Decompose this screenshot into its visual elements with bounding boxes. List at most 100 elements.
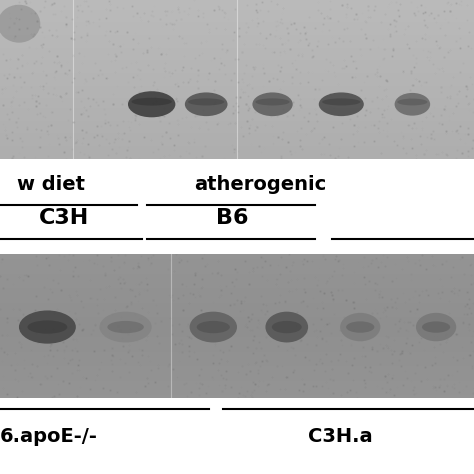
- FancyBboxPatch shape: [0, 118, 474, 121]
- FancyBboxPatch shape: [0, 64, 474, 67]
- Ellipse shape: [346, 321, 374, 333]
- FancyBboxPatch shape: [0, 392, 474, 395]
- FancyBboxPatch shape: [0, 358, 474, 361]
- Ellipse shape: [197, 321, 230, 333]
- Text: atherogenic: atherogenic: [194, 175, 327, 194]
- FancyBboxPatch shape: [0, 280, 474, 283]
- Text: C3H: C3H: [39, 208, 89, 228]
- Text: w diet: w diet: [17, 175, 84, 194]
- Ellipse shape: [422, 321, 450, 333]
- FancyBboxPatch shape: [0, 127, 474, 130]
- FancyBboxPatch shape: [0, 262, 474, 265]
- FancyBboxPatch shape: [0, 99, 474, 101]
- Ellipse shape: [190, 312, 237, 342]
- FancyBboxPatch shape: [0, 265, 474, 268]
- FancyBboxPatch shape: [0, 70, 474, 73]
- FancyBboxPatch shape: [0, 35, 474, 38]
- FancyBboxPatch shape: [0, 343, 474, 346]
- FancyBboxPatch shape: [0, 303, 474, 306]
- FancyBboxPatch shape: [0, 297, 474, 300]
- Ellipse shape: [340, 313, 380, 341]
- FancyBboxPatch shape: [0, 108, 474, 111]
- FancyBboxPatch shape: [0, 51, 474, 54]
- FancyBboxPatch shape: [0, 26, 474, 28]
- FancyBboxPatch shape: [0, 259, 474, 262]
- FancyBboxPatch shape: [0, 95, 474, 99]
- Ellipse shape: [100, 312, 152, 342]
- FancyBboxPatch shape: [0, 149, 474, 153]
- FancyBboxPatch shape: [0, 271, 474, 274]
- FancyBboxPatch shape: [0, 340, 474, 343]
- Ellipse shape: [397, 99, 428, 105]
- FancyBboxPatch shape: [0, 326, 474, 329]
- FancyBboxPatch shape: [0, 300, 474, 303]
- FancyBboxPatch shape: [0, 329, 474, 332]
- Ellipse shape: [128, 91, 175, 118]
- FancyBboxPatch shape: [0, 82, 474, 86]
- FancyBboxPatch shape: [0, 28, 474, 32]
- FancyBboxPatch shape: [0, 361, 474, 364]
- FancyBboxPatch shape: [0, 332, 474, 335]
- FancyBboxPatch shape: [0, 369, 474, 372]
- FancyBboxPatch shape: [0, 349, 474, 352]
- Ellipse shape: [319, 92, 364, 116]
- FancyBboxPatch shape: [0, 311, 474, 314]
- FancyBboxPatch shape: [0, 306, 474, 309]
- Ellipse shape: [188, 99, 224, 106]
- FancyBboxPatch shape: [0, 337, 474, 340]
- FancyBboxPatch shape: [0, 41, 474, 45]
- FancyBboxPatch shape: [0, 320, 474, 323]
- FancyBboxPatch shape: [0, 133, 474, 137]
- FancyBboxPatch shape: [0, 288, 474, 291]
- FancyBboxPatch shape: [0, 346, 474, 349]
- FancyBboxPatch shape: [0, 254, 474, 256]
- Text: C3H.a: C3H.a: [308, 427, 373, 446]
- FancyBboxPatch shape: [0, 79, 474, 82]
- FancyBboxPatch shape: [0, 45, 474, 48]
- Ellipse shape: [27, 320, 67, 334]
- FancyBboxPatch shape: [0, 60, 474, 64]
- Ellipse shape: [252, 92, 292, 116]
- FancyBboxPatch shape: [0, 364, 474, 366]
- FancyBboxPatch shape: [0, 395, 474, 398]
- FancyBboxPatch shape: [0, 366, 474, 369]
- Ellipse shape: [272, 321, 301, 333]
- FancyBboxPatch shape: [0, 277, 474, 280]
- Text: B6: B6: [216, 208, 248, 228]
- FancyBboxPatch shape: [0, 89, 474, 92]
- FancyBboxPatch shape: [0, 105, 474, 108]
- Text: 6.apoE-/-: 6.apoE-/-: [0, 427, 98, 446]
- FancyBboxPatch shape: [0, 398, 474, 474]
- FancyBboxPatch shape: [0, 294, 474, 297]
- FancyBboxPatch shape: [0, 352, 474, 355]
- FancyBboxPatch shape: [0, 153, 474, 155]
- Ellipse shape: [19, 310, 76, 344]
- FancyBboxPatch shape: [0, 3, 474, 6]
- FancyBboxPatch shape: [0, 6, 474, 9]
- FancyBboxPatch shape: [0, 130, 474, 133]
- FancyBboxPatch shape: [0, 9, 474, 13]
- FancyBboxPatch shape: [0, 291, 474, 294]
- Ellipse shape: [131, 98, 172, 106]
- FancyBboxPatch shape: [0, 378, 474, 381]
- FancyBboxPatch shape: [0, 381, 474, 384]
- FancyBboxPatch shape: [0, 101, 474, 105]
- FancyBboxPatch shape: [0, 16, 474, 19]
- FancyBboxPatch shape: [0, 159, 474, 254]
- FancyBboxPatch shape: [0, 283, 474, 285]
- FancyBboxPatch shape: [0, 146, 474, 149]
- FancyBboxPatch shape: [0, 372, 474, 375]
- FancyBboxPatch shape: [0, 0, 474, 3]
- FancyBboxPatch shape: [0, 285, 474, 288]
- FancyBboxPatch shape: [0, 19, 474, 22]
- Ellipse shape: [416, 313, 456, 341]
- FancyBboxPatch shape: [0, 317, 474, 320]
- FancyBboxPatch shape: [0, 48, 474, 51]
- FancyBboxPatch shape: [0, 22, 474, 26]
- FancyBboxPatch shape: [0, 375, 474, 378]
- FancyBboxPatch shape: [0, 274, 474, 277]
- FancyBboxPatch shape: [0, 390, 474, 392]
- FancyBboxPatch shape: [0, 355, 474, 358]
- Ellipse shape: [322, 99, 360, 106]
- Ellipse shape: [394, 93, 430, 116]
